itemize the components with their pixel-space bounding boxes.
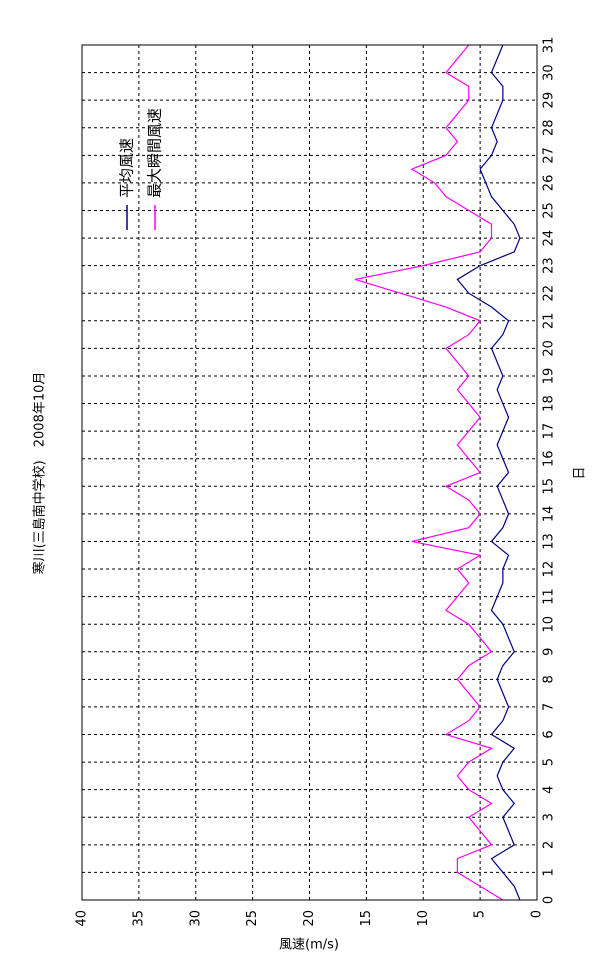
x-tick-label: 3 (542, 813, 557, 821)
x-tick-label: 12 (542, 561, 557, 578)
x-tick-label: 26 (542, 175, 557, 192)
x-tick-label: 18 (542, 395, 557, 412)
x-tick-label: 11 (542, 588, 557, 605)
x-tick-label: 5 (542, 758, 557, 766)
x-tick-label: 0 (542, 896, 557, 904)
y-tick-label: 25 (245, 910, 260, 927)
x-tick-label: 25 (542, 202, 557, 219)
x-tick-label: 20 (542, 340, 557, 357)
legend-label: 最大瞬間風速 (146, 108, 164, 198)
x-tick-label: 10 (542, 616, 557, 633)
y-axis-label: 風速(m/s) (279, 938, 339, 953)
x-tick-label: 23 (542, 257, 557, 274)
y-tick-label: 30 (188, 910, 203, 927)
x-axis-label: 日 (573, 466, 588, 479)
rotated-chart: 寒川(三島南中学校) 2008年10月 日 風速(m/s) 0123456789… (32, 37, 588, 953)
y-tick-label: 20 (302, 910, 317, 927)
x-tick-label: 29 (542, 92, 557, 109)
x-tick-label: 28 (542, 119, 557, 136)
x-tick-label: 14 (542, 506, 557, 523)
x-tick-label: 2 (542, 841, 557, 849)
x-tick-label: 7 (542, 703, 557, 711)
chart-title: 寒川(三島南中学校) 2008年10月 (32, 372, 48, 575)
x-tick-label: 31 (542, 37, 557, 54)
x-tick-label: 8 (542, 675, 557, 683)
legend-label: 平均風速 (118, 138, 136, 198)
data-line (354, 44, 504, 901)
x-tick-label: 17 (542, 423, 557, 440)
x-tick-label: 13 (542, 533, 557, 550)
plot-frame (81, 44, 538, 901)
x-tick-label: 6 (542, 730, 557, 738)
x-tick-label: 15 (542, 478, 557, 495)
y-tick-label: 40 (75, 910, 90, 927)
x-tick-label: 4 (542, 786, 557, 794)
x-tick-label: 9 (542, 648, 557, 656)
y-tick-label: 15 (359, 910, 374, 927)
x-tick-label: 24 (542, 230, 557, 247)
y-tick-label: 0 (530, 910, 545, 918)
y-tick-label: 35 (131, 910, 146, 927)
x-tick-label: 21 (542, 313, 557, 330)
x-tick-label: 16 (542, 450, 557, 467)
x-tick-label: 19 (542, 368, 557, 385)
x-tick-label: 22 (542, 285, 557, 302)
x-tick-label: 27 (542, 147, 557, 164)
y-tick-label: 10 (416, 910, 431, 927)
data-line (456, 44, 521, 901)
y-tick-label: 5 (473, 910, 488, 918)
x-tick-label: 1 (542, 868, 557, 876)
x-tick-label: 30 (542, 64, 557, 81)
